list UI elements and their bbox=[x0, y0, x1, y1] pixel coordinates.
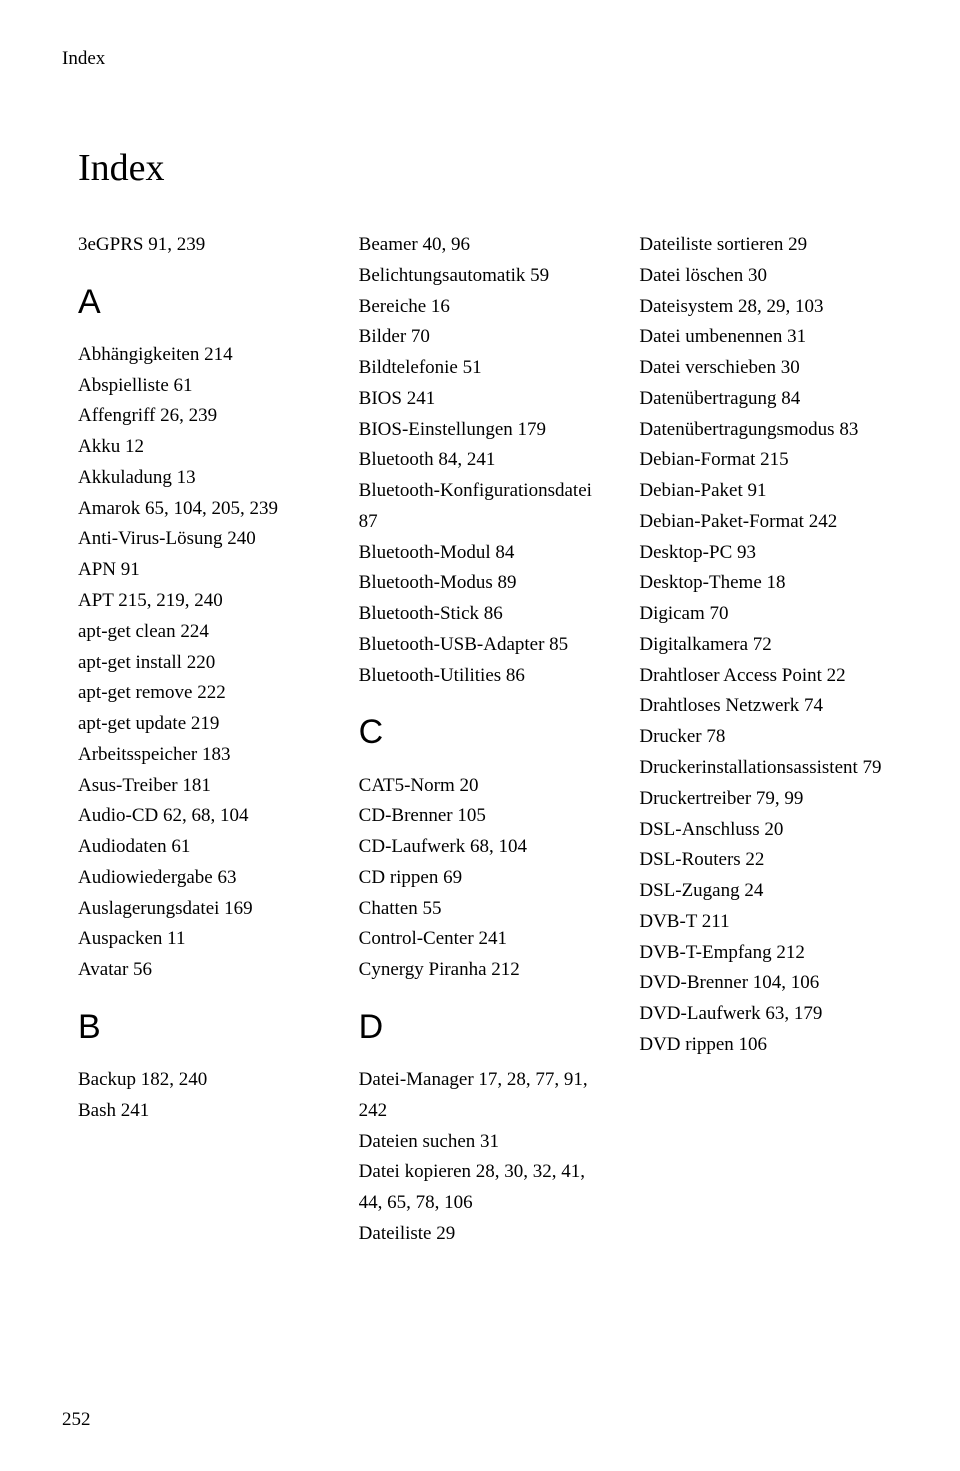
index-entry: Datenübertragung 84 bbox=[639, 384, 882, 415]
index-entry: Asus-Treiber 181 bbox=[78, 771, 321, 802]
index-entry: DSL-Zugang 24 bbox=[639, 876, 882, 907]
page-number: 252 bbox=[62, 1409, 91, 1431]
index-entry: Auspacken 11 bbox=[78, 924, 321, 955]
index-entry: Datenübertragungsmodus 83 bbox=[639, 415, 882, 446]
index-entry: Debian-Paket 91 bbox=[639, 476, 882, 507]
index-entry: Debian-Paket-Format 242 bbox=[639, 507, 882, 538]
index-entry: CD rippen 69 bbox=[359, 863, 602, 894]
index-entry: Bluetooth-Konfigurationsdatei 87 bbox=[359, 476, 602, 538]
index-entry: Control-Center 241 bbox=[359, 924, 602, 955]
index-entry: Digicam 70 bbox=[639, 599, 882, 630]
index-entry: DVB-T-Empfang 212 bbox=[639, 938, 882, 969]
index-entry: BIOS 241 bbox=[359, 384, 602, 415]
index-entry: Bash 241 bbox=[78, 1096, 321, 1127]
column-2: Beamer 40, 96 Belichtungsautomatik 59 Be… bbox=[359, 230, 602, 1250]
index-entry: APN 91 bbox=[78, 555, 321, 586]
index-entry: Abhängigkeiten 214 bbox=[78, 340, 321, 371]
index-entry: Backup 182, 240 bbox=[78, 1065, 321, 1096]
index-entry: DSL-Routers 22 bbox=[639, 845, 882, 876]
index-entry: Drucker 78 bbox=[639, 722, 882, 753]
index-entry: Debian-Format 215 bbox=[639, 445, 882, 476]
index-entry: 3eGPRS 91, 239 bbox=[78, 230, 321, 261]
index-entry: Drahtloser Access Point 22 bbox=[639, 661, 882, 692]
index-entry: Anti-Virus-Lösung 240 bbox=[78, 524, 321, 555]
index-entry: DVB-T 211 bbox=[639, 907, 882, 938]
index-entry: Dateiliste sortieren 29 bbox=[639, 230, 882, 261]
index-entry: Akkuladung 13 bbox=[78, 463, 321, 494]
index-entry: DVD rippen 106 bbox=[639, 1030, 882, 1061]
index-entry: APT 215, 219, 240 bbox=[78, 586, 321, 617]
index-entry: DSL-Anschluss 20 bbox=[639, 815, 882, 846]
index-entry: Bildtelefonie 51 bbox=[359, 353, 602, 384]
index-entry: Amarok 65, 104, 205, 239 bbox=[78, 494, 321, 525]
section-letter-d: D bbox=[359, 1000, 602, 1055]
index-entry: Audiowiedergabe 63 bbox=[78, 863, 321, 894]
index-entry: Bluetooth 84, 241 bbox=[359, 445, 602, 476]
section-letter-c: C bbox=[359, 705, 602, 760]
index-entry: apt-get update 219 bbox=[78, 709, 321, 740]
index-entry: Datei-Manager 17, 28, 77, 91, 242 bbox=[359, 1065, 602, 1127]
index-entry: Dateiliste 29 bbox=[359, 1219, 602, 1250]
index-entry: Auslagerungsdatei 169 bbox=[78, 894, 321, 925]
column-3: Dateiliste sortieren 29 Datei löschen 30… bbox=[639, 230, 882, 1250]
index-entry: CAT5-Norm 20 bbox=[359, 771, 602, 802]
index-entry: CD-Laufwerk 68, 104 bbox=[359, 832, 602, 863]
index-columns: 3eGPRS 91, 239 A Abhängigkeiten 214 Absp… bbox=[78, 230, 882, 1250]
index-entry: Datei kopieren 28, 30, 32, 41, 44, 65, 7… bbox=[359, 1157, 602, 1219]
index-entry: apt-get remove 222 bbox=[78, 678, 321, 709]
index-title: Index bbox=[78, 146, 882, 190]
section-letter-a: A bbox=[78, 275, 321, 330]
index-entry: Digitalkamera 72 bbox=[639, 630, 882, 661]
section-letter-b: B bbox=[78, 1000, 321, 1055]
index-entry: Desktop-Theme 18 bbox=[639, 568, 882, 599]
index-entry: apt-get install 220 bbox=[78, 648, 321, 679]
index-entry: Bluetooth-Modul 84 bbox=[359, 538, 602, 569]
column-1: 3eGPRS 91, 239 A Abhängigkeiten 214 Absp… bbox=[78, 230, 321, 1250]
index-entry: Drahtloses Netzwerk 74 bbox=[639, 691, 882, 722]
index-entry: apt-get clean 224 bbox=[78, 617, 321, 648]
index-entry: Desktop-PC 93 bbox=[639, 538, 882, 569]
index-entry: Belichtungsautomatik 59 bbox=[359, 261, 602, 292]
index-entry: Bluetooth-Modus 89 bbox=[359, 568, 602, 599]
index-entry: Abspielliste 61 bbox=[78, 371, 321, 402]
index-entry: DVD-Laufwerk 63, 179 bbox=[639, 999, 882, 1030]
index-entry: Bluetooth-Stick 86 bbox=[359, 599, 602, 630]
index-entry: Bluetooth-Utilities 86 bbox=[359, 661, 602, 692]
index-entry: Druckerinstallationsassistent 79 bbox=[639, 753, 882, 784]
index-entry: Dateisystem 28, 29, 103 bbox=[639, 292, 882, 323]
index-entry: Bereiche 16 bbox=[359, 292, 602, 323]
index-entry: Bluetooth-USB-Adapter 85 bbox=[359, 630, 602, 661]
index-entry: Audiodaten 61 bbox=[78, 832, 321, 863]
index-entry: Dateien suchen 31 bbox=[359, 1127, 602, 1158]
index-entry: Beamer 40, 96 bbox=[359, 230, 602, 261]
index-entry: Datei umbenennen 31 bbox=[639, 322, 882, 353]
index-entry: Arbeitsspeicher 183 bbox=[78, 740, 321, 771]
index-entry: CD-Brenner 105 bbox=[359, 801, 602, 832]
index-entry: Bilder 70 bbox=[359, 322, 602, 353]
index-entry: Chatten 55 bbox=[359, 894, 602, 925]
index-entry: Affengriff 26, 239 bbox=[78, 401, 321, 432]
index-entry: Datei verschieben 30 bbox=[639, 353, 882, 384]
index-entry: Druckertreiber 79, 99 bbox=[639, 784, 882, 815]
index-entry: Avatar 56 bbox=[78, 955, 321, 986]
index-entry: Datei löschen 30 bbox=[639, 261, 882, 292]
index-entry: Audio-CD 62, 68, 104 bbox=[78, 801, 321, 832]
index-entry: Akku 12 bbox=[78, 432, 321, 463]
running-head: Index bbox=[62, 48, 882, 70]
index-entry: Cynergy Piranha 212 bbox=[359, 955, 602, 986]
index-entry: BIOS-Einstellungen 179 bbox=[359, 415, 602, 446]
index-entry: DVD-Brenner 104, 106 bbox=[639, 968, 882, 999]
